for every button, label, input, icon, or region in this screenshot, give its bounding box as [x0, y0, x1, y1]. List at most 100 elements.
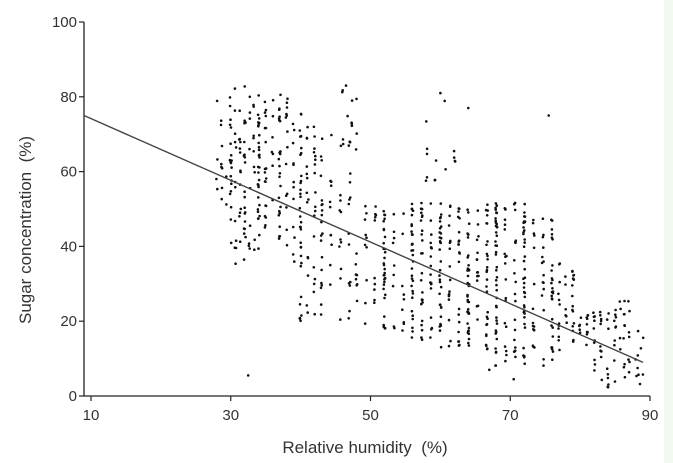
data-point	[425, 152, 429, 156]
data-point	[305, 304, 309, 307]
data-point	[257, 145, 261, 149]
data-point	[523, 326, 527, 329]
data-point	[299, 220, 303, 224]
data-point	[256, 210, 260, 214]
data-point	[393, 326, 396, 330]
data-point	[531, 307, 535, 311]
data-point	[410, 267, 414, 270]
data-point	[313, 135, 316, 138]
data-point	[243, 85, 246, 88]
data-point	[383, 250, 387, 254]
data-point	[233, 140, 237, 144]
data-point	[278, 175, 281, 179]
data-point	[319, 155, 323, 158]
data-point	[341, 142, 345, 146]
data-point	[285, 243, 289, 247]
data-point	[411, 296, 414, 300]
data-point	[319, 313, 323, 316]
data-point	[623, 299, 626, 303]
data-point	[531, 221, 535, 225]
data-point	[585, 323, 589, 326]
data-point	[512, 202, 516, 206]
y-tick-label: 60	[60, 164, 77, 181]
data-point	[410, 207, 414, 211]
data-point	[365, 212, 368, 215]
data-point	[425, 176, 429, 179]
data-point	[475, 305, 479, 308]
data-point	[429, 287, 433, 290]
data-point	[243, 190, 246, 193]
data-point	[257, 121, 261, 125]
y-axis-ticks: 0 20 40 60 80 100	[52, 14, 84, 405]
data-point	[514, 240, 517, 244]
data-point	[429, 255, 433, 258]
data-point	[542, 358, 545, 361]
data-point	[551, 287, 554, 290]
y-tick-label: 80	[60, 89, 77, 106]
data-point	[438, 236, 442, 239]
right-edge-strip	[664, 0, 673, 463]
data-point	[522, 346, 525, 350]
data-point	[234, 262, 237, 266]
data-point	[264, 114, 268, 118]
data-point	[466, 295, 469, 298]
data-point	[513, 338, 516, 342]
data-point	[578, 331, 582, 335]
data-point	[532, 218, 535, 222]
data-point	[585, 343, 588, 347]
data-point	[312, 235, 316, 238]
data-point	[234, 246, 238, 250]
data-point	[253, 171, 256, 174]
data-point	[505, 353, 508, 357]
data-point	[420, 338, 424, 342]
data-point	[571, 308, 574, 312]
data-point	[328, 205, 332, 209]
data-point	[550, 294, 553, 298]
data-point	[256, 165, 260, 169]
data-point	[627, 331, 631, 334]
data-point	[466, 330, 470, 333]
data-point	[278, 225, 282, 228]
data-point	[425, 120, 428, 123]
data-point	[599, 355, 603, 359]
data-point	[278, 211, 282, 215]
data-point	[448, 247, 452, 250]
data-point	[278, 209, 281, 213]
data-point	[495, 204, 499, 207]
data-point	[607, 327, 610, 331]
data-point	[503, 252, 507, 256]
data-point	[600, 378, 604, 382]
data-point	[550, 281, 553, 285]
data-point	[285, 101, 289, 104]
data-point	[532, 246, 536, 250]
data-point	[540, 294, 544, 297]
data-point	[614, 308, 617, 312]
data-point	[514, 299, 517, 303]
data-point	[292, 162, 295, 165]
data-point	[457, 230, 461, 234]
data-point	[476, 318, 479, 321]
data-point	[622, 337, 625, 340]
data-point	[239, 207, 243, 211]
data-point	[299, 153, 302, 157]
data-point	[291, 122, 295, 126]
data-point	[300, 261, 303, 265]
data-point	[495, 265, 499, 269]
data-point	[248, 111, 252, 114]
data-point	[494, 219, 498, 223]
data-point	[550, 228, 554, 231]
data-point	[215, 99, 219, 103]
data-point	[411, 330, 414, 333]
data-point	[230, 182, 233, 185]
data-point	[613, 319, 616, 323]
data-point	[349, 172, 352, 175]
data-point	[448, 265, 452, 268]
data-point	[320, 203, 324, 207]
data-point	[522, 290, 526, 294]
data-point	[613, 380, 617, 383]
data-point	[216, 158, 219, 161]
data-point	[457, 330, 460, 334]
data-point	[285, 228, 289, 232]
data-point	[523, 276, 527, 280]
data-point	[550, 233, 554, 236]
